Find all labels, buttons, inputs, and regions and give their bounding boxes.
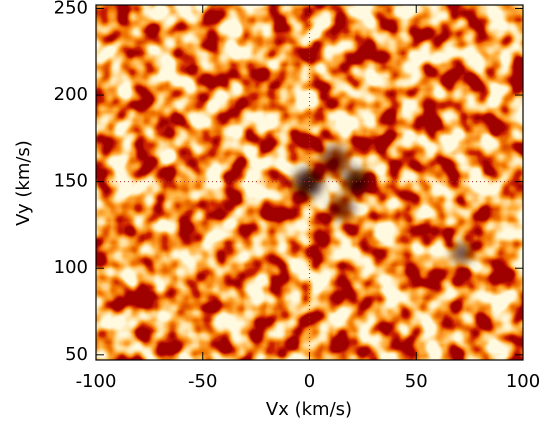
y-tick-label: 250: [54, 0, 88, 18]
y-axis-title: Vy (km/s): [13, 140, 34, 226]
y-tick-label: 150: [54, 171, 88, 192]
y-tick-label: 50: [65, 344, 88, 365]
dark-features: [294, 146, 472, 263]
x-tick-label: -50: [188, 371, 217, 392]
y-tick-label: 100: [54, 257, 88, 278]
x-tick-label: 0: [304, 371, 315, 392]
x-tick-label: 100: [506, 371, 540, 392]
x-tick-label: 50: [405, 371, 428, 392]
x-axis-title: Vx (km/s): [266, 399, 352, 420]
x-tick-label: -100: [76, 371, 117, 392]
y-tick-label: 200: [54, 84, 88, 105]
heatmap-field: [96, 5, 523, 360]
